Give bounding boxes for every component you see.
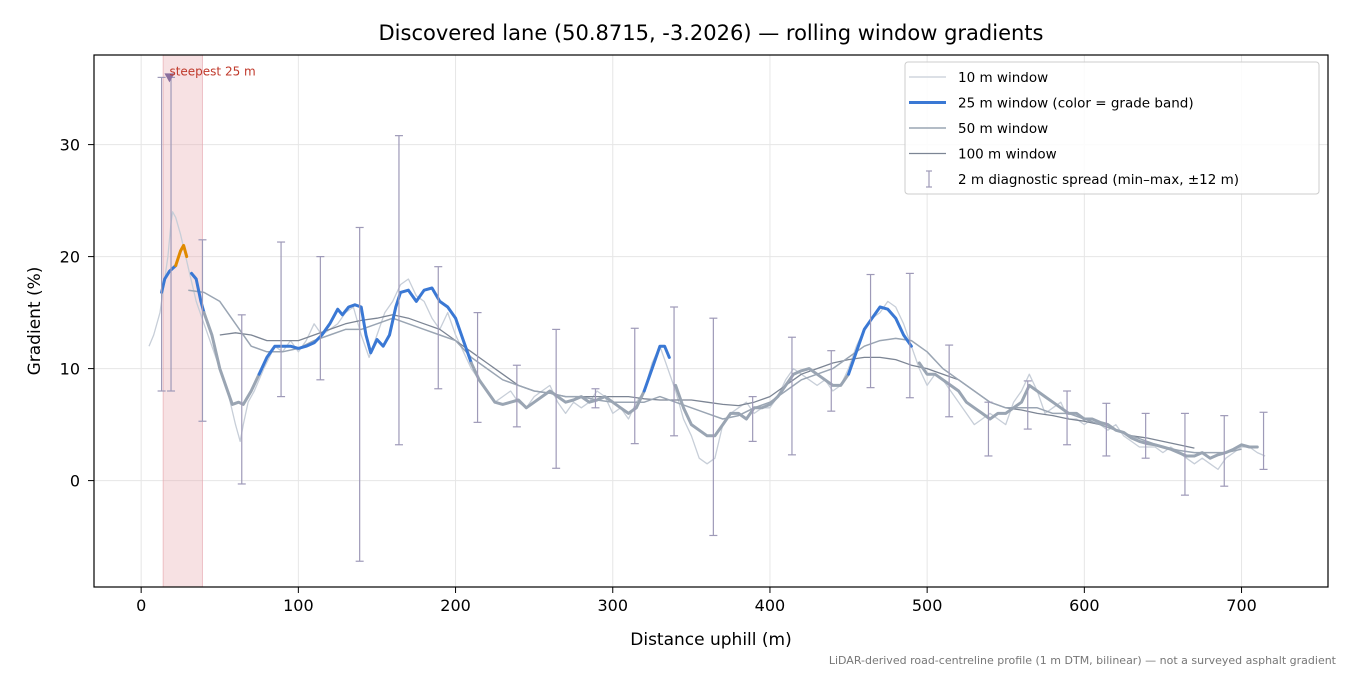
legend-label: 100 m window bbox=[958, 147, 1057, 163]
x-tick-label: 100 bbox=[283, 596, 314, 615]
spread-bar bbox=[748, 396, 757, 442]
y-tick-label: 30 bbox=[60, 136, 80, 155]
legend-label: 10 m window bbox=[958, 70, 1048, 86]
series-25m-moderate-segment bbox=[642, 344, 671, 393]
x-tick-label: 700 bbox=[1226, 596, 1257, 615]
spread-bar bbox=[434, 266, 443, 390]
series-layer bbox=[148, 211, 1266, 471]
series-25m-steep-segment bbox=[174, 243, 189, 268]
series-25m-moderate-segment bbox=[847, 305, 913, 376]
legend-item: 2 m diagnostic spread (min–max, ±12 m) bbox=[926, 170, 1239, 188]
x-tick-label: 300 bbox=[597, 596, 628, 615]
spread-bar bbox=[473, 312, 482, 423]
series-25m-moderate-segment bbox=[257, 286, 473, 376]
series-line bbox=[188, 289, 1242, 454]
spread-bar bbox=[394, 135, 403, 446]
series-25m-gentle-segment bbox=[674, 367, 850, 438]
legend-label: 25 m window (color = grade band) bbox=[958, 96, 1194, 112]
chart-title: Discovered lane (50.8715, -3.2026) — rol… bbox=[379, 21, 1044, 45]
footnote: LiDAR-derived road-centreline profile (1… bbox=[829, 654, 1337, 667]
x-tick-label: 600 bbox=[1069, 596, 1100, 615]
steepest-label: steepest 25 m bbox=[169, 64, 255, 78]
x-tick-label: 200 bbox=[440, 596, 471, 615]
x-tick-label: 400 bbox=[755, 596, 786, 615]
series-25m-gentle-segment bbox=[469, 361, 646, 415]
spread-bar bbox=[905, 272, 914, 399]
y-tick-label: 10 bbox=[60, 360, 80, 379]
spread-bar bbox=[277, 241, 286, 398]
spread-bar bbox=[787, 336, 796, 456]
spread-bar bbox=[157, 76, 166, 392]
y-tick-label: 20 bbox=[60, 248, 80, 267]
steepest-highlight bbox=[162, 54, 203, 588]
y-tick-label: 0 bbox=[70, 472, 80, 491]
spread-bar bbox=[945, 344, 954, 418]
spread-bar bbox=[670, 306, 679, 437]
legend: 10 m window 25 m window (color = grade ba… bbox=[904, 61, 1320, 195]
spread-bar bbox=[1023, 380, 1032, 430]
spread-bar bbox=[552, 328, 561, 469]
spread-bar bbox=[1063, 390, 1072, 446]
spread-bar bbox=[827, 350, 836, 412]
x-tick-label: 0 bbox=[136, 596, 146, 615]
series-25m-gentle-segment bbox=[917, 361, 1259, 460]
spread-bar bbox=[355, 226, 364, 562]
spread-bar bbox=[1259, 411, 1268, 470]
legend-item: 10 m window bbox=[909, 70, 1048, 86]
series-25m-gentle-segment bbox=[202, 311, 261, 406]
legend-label: 2 m diagnostic spread (min–max, ±12 m) bbox=[958, 172, 1239, 188]
spread-layer bbox=[157, 76, 1268, 562]
legend-box bbox=[904, 61, 1320, 195]
spread-bar bbox=[316, 256, 325, 381]
x-tick-label: 500 bbox=[912, 596, 943, 615]
spread-bar bbox=[1141, 412, 1150, 459]
spread-bar bbox=[198, 239, 207, 422]
steepest-marker bbox=[164, 73, 175, 83]
y-axis-label: Gradient (%) bbox=[25, 267, 45, 376]
legend-label: 50 m window bbox=[958, 121, 1048, 137]
plot-frame bbox=[93, 54, 1329, 588]
axis-ticks: 0 100 200 300 400 500 600 700 0 10 20 30 bbox=[60, 136, 1257, 615]
series-line bbox=[219, 314, 1195, 449]
legend-item: 50 m window bbox=[909, 121, 1048, 137]
highlight-band bbox=[162, 54, 203, 588]
x-axis-label: Distance uphill (m) bbox=[630, 630, 791, 650]
spread-bar bbox=[984, 401, 993, 457]
spread-bar bbox=[866, 273, 875, 389]
spread-bar bbox=[237, 314, 246, 485]
spread-bar bbox=[512, 364, 521, 428]
spread-bar bbox=[1102, 402, 1111, 457]
legend-item: 25 m window (color = grade band) bbox=[909, 96, 1194, 112]
spread-bar bbox=[709, 317, 718, 537]
series-25m-moderate-segment bbox=[160, 264, 178, 294]
spread-bar bbox=[591, 388, 600, 409]
marker-layer: steepest 25 m bbox=[164, 64, 256, 83]
legend-item: 100 m window bbox=[909, 147, 1057, 163]
spread-bar bbox=[1220, 415, 1229, 487]
spread-bar bbox=[1180, 412, 1189, 496]
spread-bar bbox=[630, 327, 639, 445]
